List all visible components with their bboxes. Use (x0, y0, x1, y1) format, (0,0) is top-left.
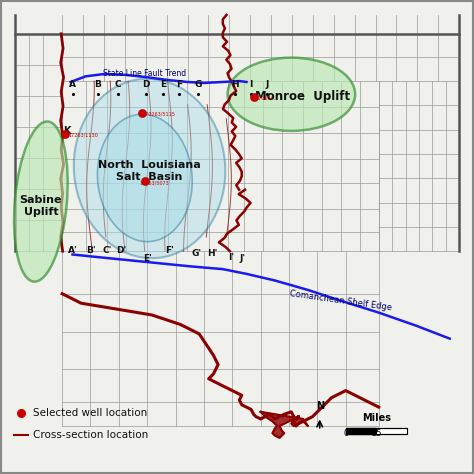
Text: N: N (316, 401, 324, 411)
Text: F': F' (165, 246, 174, 255)
Text: Sabine
Uplift: Sabine Uplift (19, 195, 62, 217)
Text: E': E' (143, 254, 152, 263)
Point (250, 93, 258, 101)
Polygon shape (261, 412, 308, 438)
Text: B: B (94, 80, 101, 89)
Text: 25: 25 (371, 429, 382, 438)
Text: 17063/...: 17063/... (255, 96, 277, 101)
Text: J': J' (240, 254, 246, 263)
Text: Miles: Miles (362, 413, 391, 423)
Text: State Line Fault Trend: State Line Fault Trend (103, 70, 186, 79)
Text: H: H (231, 80, 238, 89)
Text: J: J (265, 80, 268, 89)
Text: Selected well location: Selected well location (33, 408, 147, 418)
Text: D': D' (116, 246, 127, 255)
Text: A': A' (68, 246, 77, 255)
Text: I: I (249, 80, 253, 89)
Text: C: C (115, 80, 121, 89)
Text: 170263/5115: 170263/5115 (143, 111, 175, 117)
Text: G': G' (192, 249, 202, 258)
Text: A: A (69, 80, 76, 89)
Text: 0: 0 (343, 429, 348, 438)
Ellipse shape (14, 121, 68, 282)
Point (17, 409, 24, 417)
Text: Monroe  Uplift: Monroe Uplift (255, 90, 350, 103)
Point (138, 109, 146, 117)
Ellipse shape (228, 58, 355, 131)
Point (141, 177, 149, 185)
Text: Cross-section location: Cross-section location (33, 430, 148, 440)
Text: G: G (194, 80, 202, 89)
Ellipse shape (74, 79, 225, 258)
Text: F: F (176, 80, 182, 89)
Point (62, 130, 69, 138)
Text: I': I' (228, 253, 234, 262)
Text: E: E (160, 80, 166, 89)
Text: 17063/5073: 17063/5073 (140, 180, 169, 185)
Ellipse shape (98, 114, 192, 242)
Text: K: K (63, 126, 71, 136)
Text: Comanchean Shelf Edge: Comanchean Shelf Edge (289, 289, 392, 312)
Text: 17263/1130: 17263/1130 (68, 132, 98, 137)
Text: C': C' (102, 246, 112, 255)
Text: D: D (143, 80, 150, 89)
Text: B': B' (87, 246, 96, 255)
Text: North  Louisiana
Salt  Basin: North Louisiana Salt Basin (98, 160, 201, 182)
Text: H': H' (207, 249, 218, 258)
